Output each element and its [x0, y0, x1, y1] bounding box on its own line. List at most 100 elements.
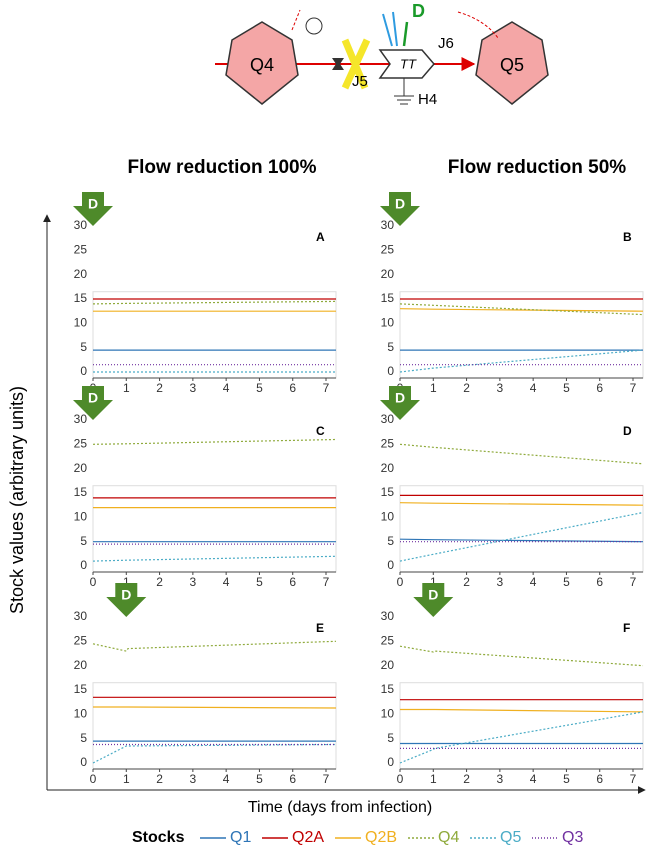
- x-axis-label: Time (days from infection): [248, 799, 432, 816]
- legend-label: Q4: [438, 829, 459, 846]
- y-tick-label: 10: [381, 316, 395, 330]
- x-tick-label: 6: [289, 575, 296, 589]
- intervention-arrow: [106, 583, 147, 617]
- x-tick-label: 3: [190, 381, 197, 395]
- x-tick-label: 5: [563, 772, 570, 786]
- intervention-label: D: [88, 196, 98, 212]
- panel: 0 5 10 15 20 25 30 0 1 2 3 4 5 6 7 C D: [73, 386, 337, 589]
- x-tick-label: 0: [90, 772, 97, 786]
- x-tick-label: 2: [463, 772, 470, 786]
- legend-title: Stocks: [132, 829, 185, 846]
- series-line: [93, 706, 337, 709]
- y-tick-label: 25: [381, 437, 395, 451]
- y-tick-label: 15: [74, 291, 88, 305]
- y-tick-label: 20: [74, 658, 88, 672]
- column-title: Flow reduction 100%: [128, 157, 317, 178]
- y-tick-label: 15: [381, 682, 395, 696]
- y-tick-label: 30: [74, 609, 88, 623]
- x-tick-label: 1: [123, 772, 130, 786]
- legend-label: Q2B: [365, 829, 397, 846]
- x-tick-label: 4: [223, 381, 230, 395]
- series-line: [399, 511, 644, 562]
- stock-q4: [225, 21, 299, 105]
- legend-label: Q1: [230, 829, 251, 846]
- y-tick-label: 10: [381, 510, 395, 524]
- valve: [332, 58, 344, 70]
- panel: 0 5 10 15 20 25 30 0 1 2 3 4 5 6 7 E D: [74, 583, 337, 786]
- y-tick-label: 30: [74, 412, 88, 426]
- series-line: [399, 443, 644, 465]
- label-d: D: [412, 1, 425, 21]
- y-tick-label: 20: [381, 461, 395, 475]
- y-tick-label: 10: [74, 707, 88, 721]
- legend-label: Q2A: [292, 829, 324, 846]
- y-tick-label: 20: [381, 658, 395, 672]
- y-tick-label: 5: [80, 731, 87, 745]
- label-tt: TT: [400, 56, 417, 71]
- series-line: [400, 708, 644, 713]
- panel-letter: C: [316, 424, 325, 438]
- y-tick-label: 15: [74, 682, 88, 696]
- plot-frame: [92, 682, 337, 770]
- series-line: [92, 555, 337, 562]
- intervention-label: D: [395, 196, 405, 212]
- x-tick-label: 2: [463, 575, 470, 589]
- x-tick-label: 4: [530, 575, 537, 589]
- y-tick-label: 25: [381, 243, 395, 257]
- series-line: [92, 438, 337, 445]
- y-tick-label: 20: [381, 267, 395, 281]
- x-tick-label: 0: [397, 772, 404, 786]
- x-tick-label: 0: [90, 575, 97, 589]
- y-tick-label: 0: [80, 558, 87, 572]
- x-tick-label: 7: [630, 575, 637, 589]
- transit: [378, 49, 435, 79]
- x-tick-label: 5: [256, 772, 263, 786]
- y-tick-label: 5: [80, 340, 87, 354]
- y-tick-label: 15: [381, 291, 395, 305]
- x-tick-label: 3: [497, 772, 504, 786]
- intervention-label: D: [88, 390, 98, 406]
- label-q4: Q4: [250, 55, 274, 75]
- y-tick-label: 15: [74, 485, 88, 499]
- label-h4: H4: [418, 91, 437, 108]
- diagram: Q4 Q5 TT J5 J6 H4 D: [215, 1, 549, 108]
- panel-letter: B: [623, 230, 632, 244]
- series-line: [399, 645, 644, 667]
- y-tick-label: 25: [74, 243, 88, 257]
- label-j6: J6: [438, 35, 454, 52]
- y-tick-label: 30: [381, 609, 395, 623]
- y-tick-label: 0: [80, 755, 87, 769]
- series-line: [399, 303, 644, 316]
- y-tick-label: 5: [387, 534, 394, 548]
- y-tick-label: 25: [381, 634, 395, 648]
- intervention-arrow: [380, 192, 420, 226]
- x-tick-label: 2: [156, 381, 163, 395]
- y-tick-label: 0: [80, 364, 87, 378]
- x-tick-label: 6: [596, 381, 603, 395]
- x-tick-label: 7: [630, 381, 637, 395]
- x-tick-label: 2: [156, 772, 163, 786]
- column-title: Flow reduction 50%: [448, 157, 627, 178]
- series-line: [399, 502, 644, 506]
- panel-letter: A: [316, 230, 325, 244]
- link: [457, 11, 499, 39]
- x-tick-label: 5: [256, 575, 263, 589]
- y-tick-label: 5: [387, 731, 394, 745]
- y-tick-label: 20: [74, 461, 88, 475]
- intervention-arrow: [413, 583, 454, 617]
- plot-frame: [399, 485, 644, 573]
- y-tick-label: 0: [387, 364, 394, 378]
- intervention-label: D: [121, 587, 131, 603]
- cut-mark: [341, 38, 371, 90]
- x-tick-label: 1: [123, 575, 130, 589]
- x-tick-label: 2: [156, 575, 163, 589]
- y-tick-label: 30: [74, 218, 88, 232]
- intervention-arrow: [380, 386, 420, 420]
- x-tick-label: 6: [289, 381, 296, 395]
- label-j5: J5: [352, 73, 368, 90]
- x-tick-label: 0: [397, 575, 404, 589]
- x-tick-label: 5: [563, 381, 570, 395]
- y-tick-label: 5: [80, 534, 87, 548]
- series-line: [92, 743, 337, 764]
